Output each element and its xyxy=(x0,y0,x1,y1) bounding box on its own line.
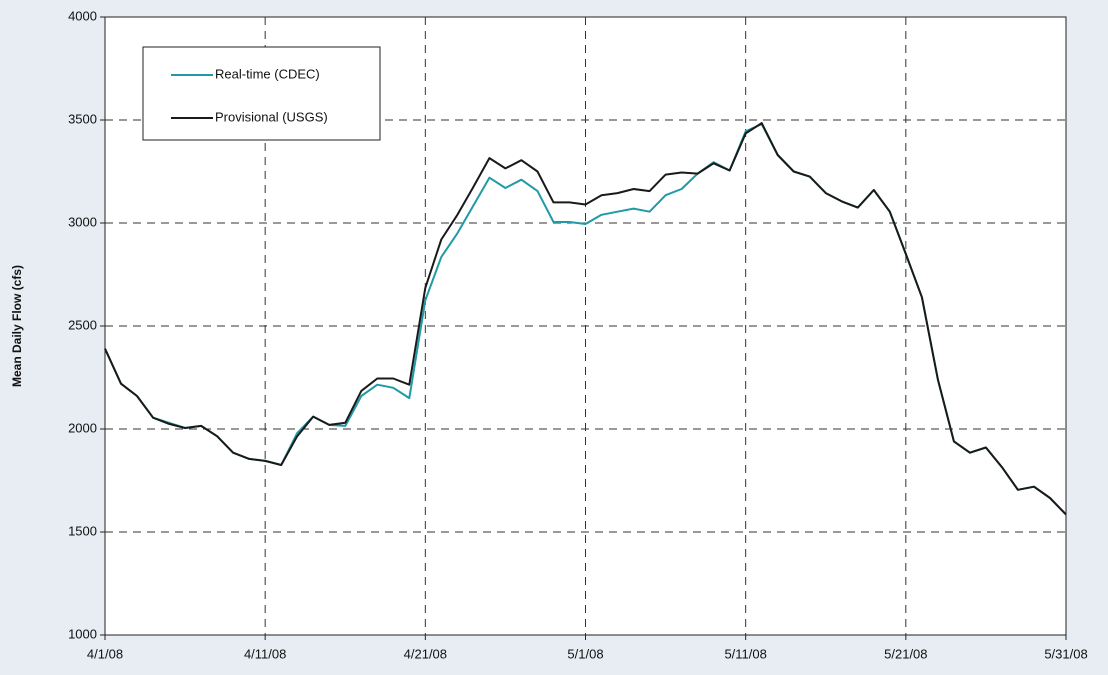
y-tick-label: 2000 xyxy=(68,420,97,435)
x-tick-label: 5/1/08 xyxy=(567,646,603,661)
legend-label: Provisional (USGS) xyxy=(215,109,328,124)
x-tick-label: 5/11/08 xyxy=(724,646,766,661)
series-line xyxy=(104,122,1067,516)
y-tick-label: 4000 xyxy=(68,8,97,23)
y-tick-label: 1000 xyxy=(68,626,97,641)
x-tick-label: 4/21/08 xyxy=(404,646,447,661)
y-tick-label: 2500 xyxy=(68,317,97,332)
y-tick-label: 3000 xyxy=(68,214,97,229)
y-tick-label: 1500 xyxy=(68,523,97,538)
x-tick-label: 5/21/08 xyxy=(884,646,927,661)
x-tick-label: 5/31/08 xyxy=(1044,646,1087,661)
y-tick-label: 3500 xyxy=(68,111,97,126)
legend-box xyxy=(142,46,381,141)
y-axis-label: Mean Daily Flow (cfs) xyxy=(10,265,24,387)
legend-label: Real-time (CDEC) xyxy=(215,66,320,81)
x-tick-label: 4/11/08 xyxy=(244,646,286,661)
x-tick-label: 4/1/08 xyxy=(87,646,123,661)
